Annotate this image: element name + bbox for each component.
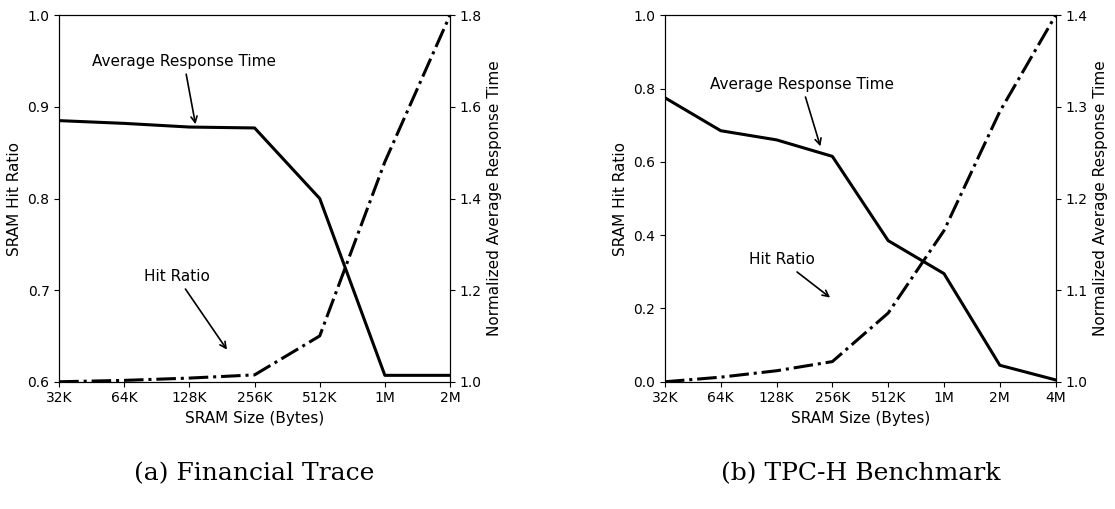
Text: Average Response Time: Average Response Time xyxy=(91,53,275,123)
Y-axis label: Normalized Average Response Time: Normalized Average Response Time xyxy=(1093,61,1108,336)
Text: Hit Ratio: Hit Ratio xyxy=(748,252,828,296)
Y-axis label: SRAM Hit Ratio: SRAM Hit Ratio xyxy=(612,142,628,256)
Text: Hit Ratio: Hit Ratio xyxy=(144,269,226,348)
Text: (a) Financial Trace: (a) Financial Trace xyxy=(135,462,375,486)
Y-axis label: Normalized Average Response Time: Normalized Average Response Time xyxy=(487,61,503,336)
Text: Average Response Time: Average Response Time xyxy=(709,76,893,145)
X-axis label: SRAM Size (Bytes): SRAM Size (Bytes) xyxy=(791,411,930,426)
Y-axis label: SRAM Hit Ratio: SRAM Hit Ratio xyxy=(7,142,22,256)
X-axis label: SRAM Size (Bytes): SRAM Size (Bytes) xyxy=(185,411,324,426)
Text: (b) TPC-H Benchmark: (b) TPC-H Benchmark xyxy=(720,462,1000,486)
